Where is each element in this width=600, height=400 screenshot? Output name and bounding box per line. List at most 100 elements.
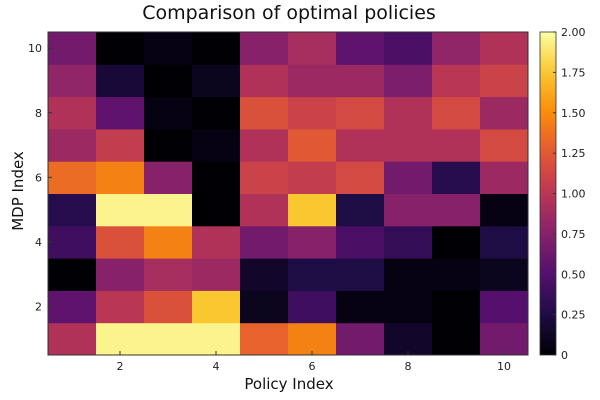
heatmap-cell [240, 258, 289, 291]
heatmap-cell [240, 193, 289, 227]
heatmap-cell [192, 258, 241, 291]
heatmap-cell [288, 290, 337, 324]
heatmap-cell [192, 193, 241, 227]
heatmap-cell [96, 225, 145, 259]
heatmap-cell [192, 322, 241, 356]
heatmap-cell [384, 96, 433, 130]
heatmap-cell [48, 64, 97, 98]
heatmap-cell [48, 96, 97, 130]
heatmap-cell [240, 161, 289, 194]
heatmap-cell [240, 64, 289, 98]
heatmap-cell [432, 96, 481, 130]
heatmap-cell [432, 64, 481, 98]
heatmap-cell [384, 64, 433, 98]
heatmap-cell [288, 96, 337, 130]
heatmap-cell [96, 96, 145, 130]
heatmap-cell [48, 128, 97, 162]
heatmap-cell [288, 258, 337, 291]
y-tick-label: 4 [35, 236, 42, 249]
heatmap-cell [384, 322, 433, 356]
heatmap-cell [432, 258, 481, 291]
heatmap-cell [240, 32, 289, 65]
plot-frame [47, 31, 529, 356]
colorbar-tick-label: 0.75 [561, 228, 586, 241]
heatmap-cell [480, 32, 529, 65]
heatmap-cell [384, 258, 433, 291]
y-tick-label: 2 [35, 301, 42, 314]
heatmap-cell [144, 64, 193, 98]
heatmap-cell [288, 225, 337, 259]
heatmap-cell [192, 225, 241, 259]
heatmap-cell [432, 32, 481, 65]
x-tick-label: 4 [213, 360, 220, 373]
heatmap-cell [288, 322, 337, 356]
colorbar-gradient [540, 32, 556, 355]
heatmap-cell [480, 225, 529, 259]
heatmap-cell [336, 290, 385, 324]
colorbar-tick-label: 0.50 [561, 268, 586, 281]
heatmap-cell [144, 128, 193, 162]
heatmap-cell [384, 225, 433, 259]
colorbar-tick-label: 2.00 [561, 26, 586, 39]
heatmap-cell [336, 193, 385, 227]
heatmap-cell [48, 225, 97, 259]
heatmap-cell [48, 258, 97, 291]
heatmap-cell [336, 225, 385, 259]
heatmap-cell [96, 128, 145, 162]
heatmap-cell [240, 225, 289, 259]
heatmap-cell [144, 96, 193, 130]
heatmap-cell [96, 32, 145, 65]
heatmap-cell [432, 128, 481, 162]
colorbar-tick-label: 0 [561, 349, 568, 362]
heatmap-cell [480, 258, 529, 291]
y-tick-label: 6 [35, 171, 42, 184]
heatmap-cell [96, 290, 145, 324]
heatmap-cell [240, 290, 289, 324]
heatmap-cell [192, 64, 241, 98]
heatmap-cell [48, 32, 97, 65]
colorbar-ticks: 0 0.25 0.50 0.75 1.00 1.25 1.50 1.75 2.00 [553, 26, 586, 362]
chart-title: Comparison of optimal policies [142, 2, 436, 24]
heatmap-cell [288, 193, 337, 227]
heatmap-cell [384, 161, 433, 194]
y-tick-label: 8 [35, 107, 42, 120]
heatmap-cell [480, 128, 529, 162]
heatmap-cell [480, 290, 529, 324]
heatmap-cell [336, 64, 385, 98]
heatmap-cell [192, 96, 241, 130]
heatmap-cell [480, 322, 529, 356]
heatmap-cell [432, 322, 481, 356]
y-axis-label: MDP Index [9, 151, 27, 231]
heatmap-cell [144, 258, 193, 291]
heatmap-cell [288, 161, 337, 194]
x-axis-label: Policy Index [244, 375, 333, 393]
heatmap-cell [480, 64, 529, 98]
x-axis-ticks: 2 4 6 8 10 [117, 351, 511, 373]
x-tick-label: 10 [497, 360, 511, 373]
heatmap-cell [96, 193, 145, 227]
colorbar-tick-label: 1.25 [561, 147, 586, 160]
heatmap-cell [192, 290, 241, 324]
heatmap-cell [240, 322, 289, 356]
heatmap-cell [480, 96, 529, 130]
heatmap-cell [336, 128, 385, 162]
heatmap-cell [48, 161, 97, 194]
heatmap-cell [432, 225, 481, 259]
heatmap-cell [192, 32, 241, 65]
heatmap-cell [48, 290, 97, 324]
x-tick-label: 2 [117, 360, 124, 373]
heatmap-cell [48, 322, 97, 356]
colorbar-tick-label: 0.25 [561, 309, 586, 322]
heatmap-cell [336, 322, 385, 356]
heatmap-cell [48, 193, 97, 227]
y-tick-label: 10 [28, 42, 42, 55]
heatmap-cell [144, 290, 193, 324]
heatmap-cell [144, 322, 193, 356]
heatmap-cell [96, 322, 145, 356]
heatmap-cell [288, 64, 337, 98]
y-axis-ticks: 2 4 6 8 10 [28, 42, 52, 314]
heatmap-cell [288, 32, 337, 65]
colorbar-tick-label: 1.00 [561, 188, 586, 201]
heatmap-cell [336, 161, 385, 194]
